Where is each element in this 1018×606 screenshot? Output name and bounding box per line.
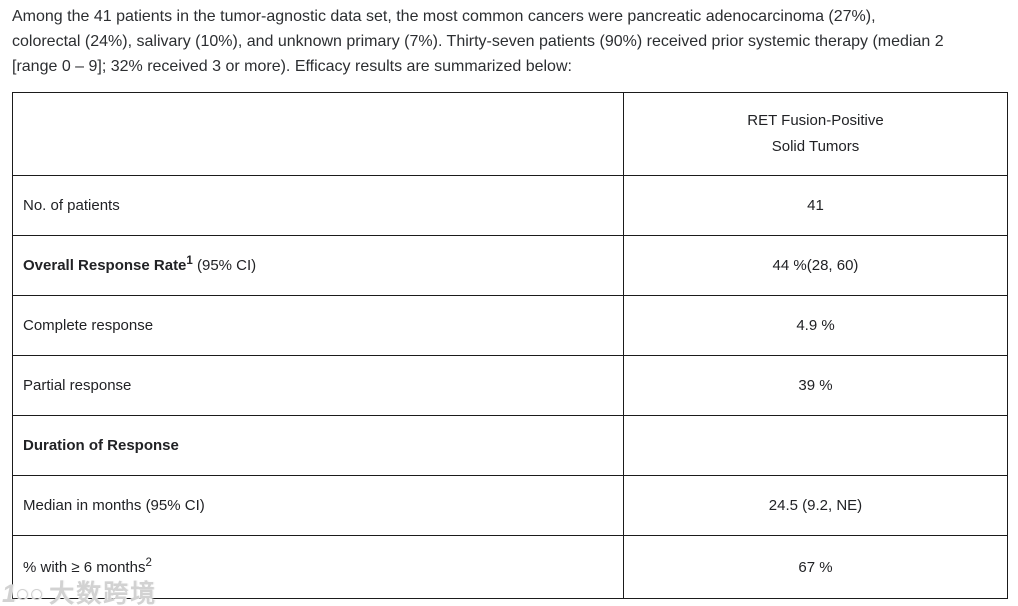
intro-line: [range 0 – 9]; 32% received 3 or more). … (12, 58, 572, 75)
table-row-median-in-months: Median in months (95% CI) 24.5 (9.2, NE) (12, 475, 1008, 536)
row-value-cell: 67 % (623, 535, 1008, 599)
table-row-pct-6-months: % with ≥ 6 months2 67 % (12, 535, 1008, 599)
row-label: Overall Response Rate (23, 257, 187, 274)
row-label: Median in months (95% CI) (23, 497, 205, 514)
row-label: Duration of Response (23, 437, 179, 454)
row-value-cell (623, 415, 1008, 476)
watermark-logo-icon: 1○○ (2, 580, 44, 606)
row-label-cell: % with ≥ 6 months2 (12, 535, 624, 599)
row-value-cell: 41 (623, 175, 1008, 236)
row-label-cell: Median in months (95% CI) (12, 475, 624, 536)
row-label: Complete response (23, 317, 154, 334)
row-value-cell: 4.9 % (623, 295, 1008, 356)
row-value: 44 %(28, 60) (772, 257, 859, 274)
row-value: 67 % (798, 558, 833, 576)
footnote-marker: 2 (145, 556, 152, 569)
footnote-marker: 1 (186, 255, 193, 267)
watermark: 1○○ 大数跨境 (2, 574, 157, 606)
header-value-cell: RET Fusion-Positive Solid Tumors (623, 92, 1008, 176)
row-label-cell: Overall Response Rate1 (95% CI) (12, 235, 624, 296)
row-label-cell: Partial response (12, 355, 624, 416)
column-header-line1: RET Fusion-Positive (747, 112, 884, 129)
column-header: RET Fusion-Positive Solid Tumors (624, 108, 1007, 160)
row-label-suffix: (95% CI) (192, 257, 257, 274)
table-row-duration-of-response: Duration of Response (12, 415, 1008, 476)
row-value-cell: 24.5 (9.2, NE) (623, 475, 1008, 536)
efficacy-table: RET Fusion-Positive Solid Tumors No. of … (12, 92, 1008, 599)
row-value: 4.9 % (796, 317, 835, 334)
table-row-complete-response: Complete response 4.9 % (12, 295, 1008, 356)
intro-paragraph: Among the 41 patients in the tumor-agnos… (12, 4, 1010, 79)
table-row-no-of-patients: No. of patients 41 (12, 175, 1008, 236)
table-row-overall-response-rate: Overall Response Rate1 (95% CI) 44 %(28,… (12, 235, 1008, 296)
intro-line: colorectal (24%), salivary (10%), and un… (12, 33, 944, 50)
row-value: 39 % (798, 377, 833, 394)
row-label: No. of patients (23, 197, 120, 214)
row-value-cell: 44 %(28, 60) (623, 235, 1008, 296)
row-value-cell: 39 % (623, 355, 1008, 416)
table-header-row: RET Fusion-Positive Solid Tumors (12, 92, 1008, 176)
row-label: % with ≥ 6 months (23, 558, 146, 576)
row-label-cell: No. of patients (12, 175, 624, 236)
table-row-partial-response: Partial response 39 % (12, 355, 1008, 416)
row-value: 41 (807, 197, 824, 214)
row-label: Partial response (23, 377, 132, 394)
intro-line: Among the 41 patients in the tumor-agnos… (12, 8, 876, 25)
row-label-cell: Complete response (12, 295, 624, 356)
watermark-brand-text: 大数跨境 (49, 580, 158, 606)
header-label-cell (12, 92, 624, 176)
column-header-line2: Solid Tumors (771, 138, 860, 155)
row-value: 24.5 (9.2, NE) (768, 497, 863, 514)
row-label-cell: Duration of Response (12, 415, 624, 476)
